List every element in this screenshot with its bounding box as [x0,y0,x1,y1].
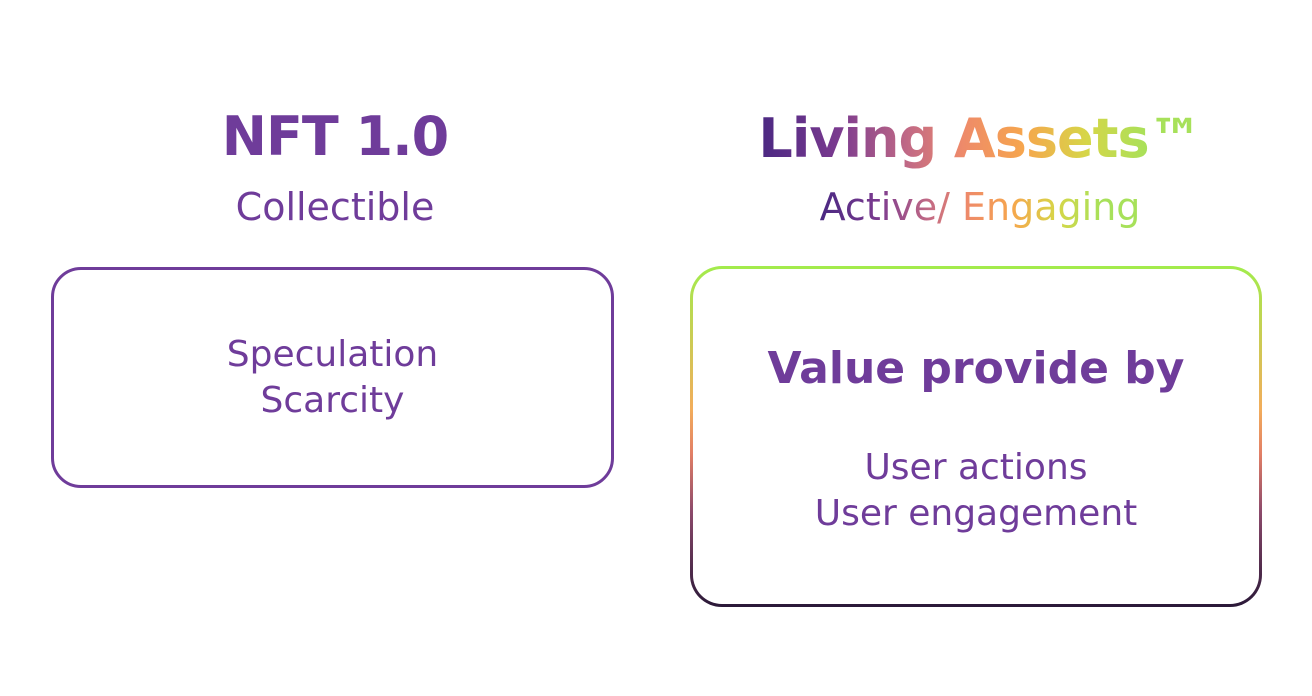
nft-1-box: Speculation Scarcity [51,267,614,488]
living-assets-title: Living Assets™ [758,107,1202,170]
living-assets-box-list: User actions User engagement [693,445,1259,537]
living-assets-box: Value provide by User actions User engag… [690,266,1262,607]
nft-1-title: NFT 1.0 [221,105,449,168]
living-assets-box-line-actions: User actions [864,447,1088,488]
living-assets-box-line-engagement: User engagement [814,493,1138,534]
living-assets-subtitle: Active/ Engaging [819,185,1141,229]
living-assets-box-heading: Value provide by [767,343,1185,394]
nft-1-subtitle: Collectible [235,185,435,229]
nft-1-box-line-scarcity: Scarcity [260,379,405,421]
nft-1-box-line-speculation: Speculation [226,333,439,375]
